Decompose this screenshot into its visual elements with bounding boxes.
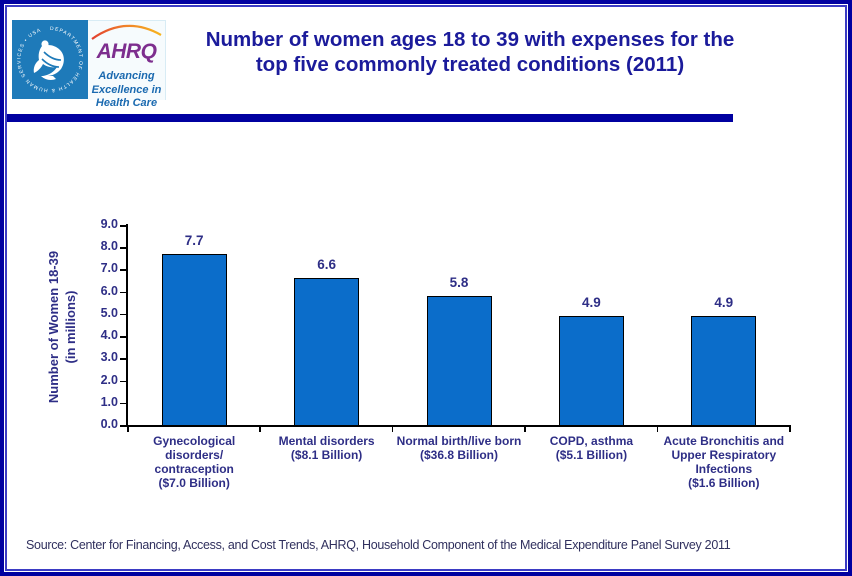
ahrq-logo: AHRQ Advancing Excellence in Health Care (88, 20, 166, 109)
y-axis-tick (120, 291, 126, 294)
y-axis-tick (120, 336, 126, 338)
bar-value-label: 4.9 (714, 295, 734, 311)
bar (691, 316, 757, 426)
x-axis-line (126, 425, 791, 427)
source-text: Source: Center for Financing, Access, an… (26, 538, 731, 552)
y-axis-tick (120, 247, 126, 249)
x-axis-tick (127, 427, 129, 432)
bar-value-label: 7.7 (184, 232, 204, 248)
x-axis-tick (391, 427, 394, 432)
ahrq-wordmark: AHRQ (96, 40, 157, 63)
y-axis-tick-label: 0.0 (100, 417, 118, 431)
y-axis-tick-label: 1.0 (100, 394, 118, 409)
y-axis-tick-label: 6.0 (100, 283, 118, 298)
header-divider (6, 114, 733, 122)
y-axis-tick (120, 402, 126, 405)
y-axis-line (126, 224, 128, 427)
x-axis-category-label: Normal birth/live born ($36.8 Billion) (396, 434, 522, 462)
bar (294, 278, 360, 426)
y-axis-tick-label: 7.0 (100, 261, 118, 276)
bar (558, 316, 624, 426)
hhs-eagle-icon (33, 40, 64, 80)
y-axis-title-line1: Number of Women 18-39 (46, 250, 61, 404)
y-axis-tick-label: 4.0 (100, 328, 118, 343)
x-axis-tick (656, 427, 659, 432)
y-axis-tick-label: 5.0 (100, 305, 118, 320)
y-axis-tick-label: 3.0 (100, 350, 118, 365)
x-axis-tick (259, 427, 261, 432)
y-axis-tick (120, 380, 126, 383)
y-axis-tick-label: 2.0 (100, 372, 118, 387)
x-axis-category-label: COPD, asthma ($5.1 Billion) (549, 434, 634, 462)
y-axis-tick (120, 269, 126, 271)
page-title-line1: Number of women ages 18 to 39 with expen… (205, 28, 735, 51)
x-axis-tick (789, 427, 791, 432)
bar-value-label: 5.8 (449, 275, 469, 291)
bar (161, 253, 227, 426)
ahrq-tagline: Advancing Excellence in Health Care (88, 70, 165, 111)
bar-value-label: 6.6 (317, 257, 336, 273)
x-axis-category-label: Mental disorders ($8.1 Billion) (278, 434, 375, 462)
x-axis-tick (524, 427, 526, 432)
bar (426, 296, 492, 426)
page-title: Number of women ages 18 to 39 with expen… (190, 27, 750, 77)
bar-value-label: 4.9 (582, 295, 601, 311)
ahrq-tagline-line3: Health Care (95, 97, 158, 109)
page-title-line2: top five commonly treated conditions (20… (255, 53, 685, 76)
y-axis-tick (120, 225, 126, 227)
ahrq-tagline-line2: Excellence in (91, 83, 162, 96)
y-axis-tick (120, 313, 126, 316)
y-axis-tick (120, 358, 126, 360)
hhs-logo: DEPARTMENT OF HEALTH & HUMAN SERVICES • … (12, 20, 88, 99)
hhs-seal-icon: DEPARTMENT OF HEALTH & HUMAN SERVICES • … (12, 20, 88, 99)
ahrq-tagline-line1: Advancing (98, 70, 155, 82)
x-axis-category-label: Acute Bronchitis and Upper Respiratory I… (663, 434, 785, 490)
y-axis-tick-label: 9.0 (100, 217, 118, 231)
x-axis-category-label: Gynecological disorders/ contraception (… (153, 434, 236, 490)
y-axis-tick (120, 425, 126, 427)
y-axis-tick-label: 8.0 (100, 239, 118, 254)
rainbow-arc-icon (91, 24, 162, 40)
